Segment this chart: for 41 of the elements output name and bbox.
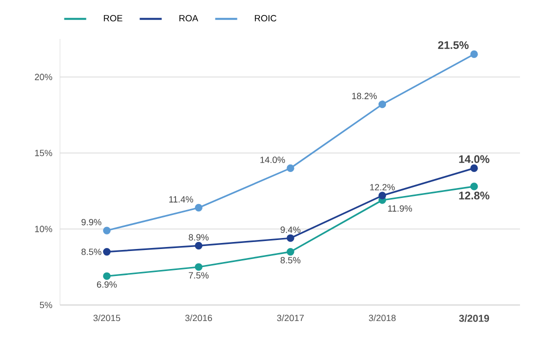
point [470,182,478,190]
data-label: 8.9% [188,234,209,241]
point [470,164,478,172]
point [194,204,202,212]
legend-label: ROA [179,15,198,22]
data-label: 14.0% [260,156,285,164]
point [470,50,478,58]
y-tick-label: 5% [40,302,52,308]
y-tick-label: 20% [34,74,52,80]
data-label: 18.2% [352,92,377,100]
y-tick-label: 15% [35,150,52,156]
data-label: 8.5% [280,256,300,264]
x-tick-label: 3/2016 [185,314,212,322]
legend-label: ROIC [254,15,276,22]
data-label: 9.9% [82,218,102,226]
data-label: 11.4% [169,196,194,203]
legend-label: ROE [104,15,122,22]
data-label: 6.9% [97,281,117,288]
data-label: 21.5% [438,41,469,49]
data-label: 9.4% [280,226,300,233]
point [103,226,111,234]
point [286,234,294,242]
data-label: 12.8% [459,192,490,200]
x-tick-label: 3/2017 [277,314,304,322]
data-label: 8.5% [82,248,102,255]
data-label: 14.0% [459,155,490,163]
data-label: 12.2% [370,184,395,190]
point [103,272,111,280]
point [378,192,386,200]
point [103,248,111,256]
point [286,248,294,256]
data-label: 7.5% [188,272,209,279]
point [194,242,202,250]
point [286,164,294,172]
x-tick-label: 3/2019 [459,314,490,322]
point [194,263,202,271]
point [378,100,386,108]
x-tick-label: 3/2015 [93,314,120,322]
y-tick-label: 10% [35,226,52,232]
data-label: 11.9% [388,205,412,212]
x-tick-label: 3/2018 [368,314,396,322]
